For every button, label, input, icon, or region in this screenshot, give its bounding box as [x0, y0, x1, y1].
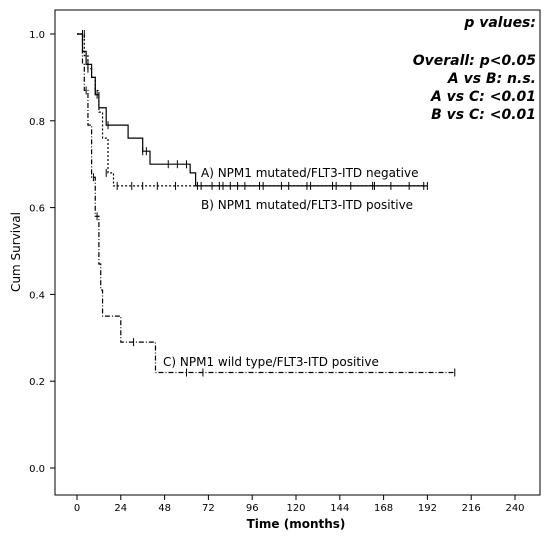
pvalue-a-vs-b: A vs B: n.s. [447, 71, 536, 87]
series-line-a [77, 33, 428, 187]
x-tick-label: 120 [286, 503, 305, 514]
axis-ticks [50, 33, 516, 500]
plot-frame [54, 9, 541, 496]
pvalue-overall: Overall: p<0.05 [413, 53, 536, 69]
x-tick-label: 24 [114, 503, 127, 514]
y-axis-title: Cum Survival [9, 212, 23, 292]
y-tick-label: 0.6 [29, 204, 45, 215]
y-tick-label: 0.4 [29, 290, 45, 301]
series-line-b [77, 33, 424, 187]
x-tick-label: 168 [374, 503, 393, 514]
y-tick-label: 1.0 [29, 30, 45, 41]
x-tick-label: 0 [74, 503, 80, 514]
y-tick-label: 0.0 [29, 464, 45, 475]
y-tick-label: 0.2 [29, 377, 45, 388]
x-tick-label: 216 [462, 503, 481, 514]
y-tick-label: 0.8 [29, 117, 45, 128]
x-tick-label: 192 [418, 503, 437, 514]
x-tick-label: 144 [330, 503, 349, 514]
censor-marks [81, 30, 456, 377]
x-tick-label: 48 [158, 503, 171, 514]
x-tick-label: 96 [246, 503, 259, 514]
series-label-b: B) NPM1 mutated/FLT3-ITD positive [201, 198, 413, 212]
x-tick-label: 240 [505, 503, 524, 514]
pvalue-a-vs-c: A vs C: <0.01 [430, 89, 536, 105]
series-label-a: A) NPM1 mutated/FLT3-ITD negative [201, 166, 418, 180]
y-tick-labels: 0.0 0.2 0.4 0.6 0.8 1.0 [29, 30, 45, 475]
x-tick-labels: 0 24 48 72 96 120 144 168 192 216 240 [74, 503, 525, 514]
pvalue-heading: p values: [463, 15, 536, 31]
series-label-c: C) NPM1 wild type/FLT3-ITD positive [163, 355, 379, 369]
x-axis-title: Time (months) [247, 517, 346, 531]
x-tick-label: 72 [202, 503, 215, 514]
pvalue-b-vs-c: B vs C: <0.01 [431, 107, 536, 123]
